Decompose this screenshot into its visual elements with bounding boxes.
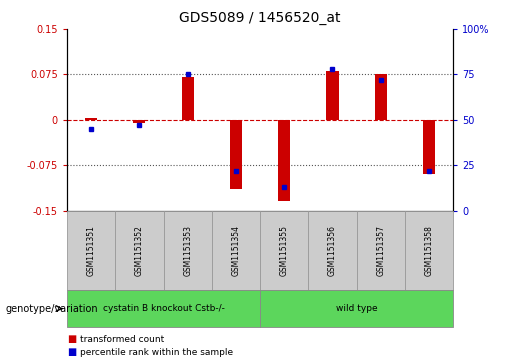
Text: percentile rank within the sample: percentile rank within the sample — [80, 348, 233, 356]
Bar — [133, 120, 145, 123]
Text: GSM1151351: GSM1151351 — [87, 225, 96, 276]
Text: GSM1151352: GSM1151352 — [135, 225, 144, 276]
Bar — [375, 74, 387, 120]
Bar — [182, 77, 194, 120]
Text: ■: ■ — [67, 347, 76, 357]
Text: ■: ■ — [67, 334, 76, 344]
Text: GSM1151354: GSM1151354 — [231, 225, 241, 276]
Text: GSM1151353: GSM1151353 — [183, 225, 192, 276]
Bar — [327, 72, 338, 120]
Title: GDS5089 / 1456520_at: GDS5089 / 1456520_at — [179, 11, 341, 25]
Text: transformed count: transformed count — [80, 335, 164, 344]
Text: GSM1151358: GSM1151358 — [424, 225, 434, 276]
Bar — [423, 120, 435, 174]
Bar — [230, 120, 242, 189]
Text: cystatin B knockout Cstb-/-: cystatin B knockout Cstb-/- — [102, 304, 225, 313]
Text: GSM1151356: GSM1151356 — [328, 225, 337, 276]
Text: wild type: wild type — [336, 304, 377, 313]
Text: GSM1151355: GSM1151355 — [280, 225, 289, 276]
Bar — [85, 118, 97, 120]
Bar — [278, 120, 290, 201]
Text: genotype/variation: genotype/variation — [5, 303, 98, 314]
Text: GSM1151357: GSM1151357 — [376, 225, 385, 276]
